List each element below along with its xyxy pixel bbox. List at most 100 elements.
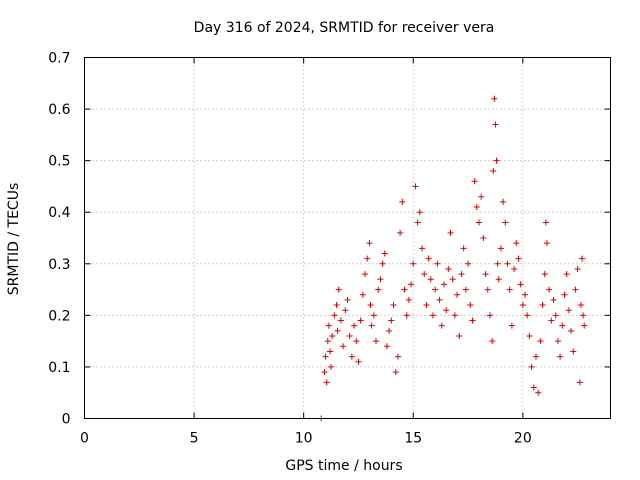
data-point	[500, 198, 507, 205]
data-point	[329, 332, 336, 339]
data-point	[419, 245, 426, 252]
data-point	[486, 312, 493, 319]
data-point	[392, 369, 399, 376]
data-point	[494, 260, 501, 267]
data-point	[323, 379, 330, 386]
data-point	[580, 312, 587, 319]
data-point	[335, 286, 342, 293]
data-point	[515, 255, 522, 262]
data-point	[334, 327, 341, 334]
data-point	[367, 302, 374, 309]
data-point	[526, 332, 533, 339]
data-point	[377, 276, 384, 283]
data-point	[480, 235, 487, 241]
data-point	[325, 322, 332, 329]
data-point	[528, 363, 535, 370]
data-point	[467, 302, 474, 309]
data-point	[403, 312, 410, 319]
data-point	[348, 353, 355, 360]
data-point	[357, 317, 364, 324]
data-point	[554, 338, 561, 345]
data-point	[388, 317, 395, 324]
data-point	[559, 322, 566, 329]
data-point	[513, 240, 520, 247]
data-point	[324, 338, 331, 345]
data-point	[364, 255, 371, 262]
plot-frame	[84, 57, 611, 419]
data-point	[432, 286, 439, 293]
data-point	[412, 183, 419, 190]
y-tick-label: 0.7	[48, 51, 70, 67]
data-point	[429, 312, 436, 319]
data-point	[449, 276, 456, 283]
data-point	[497, 245, 504, 252]
data-point	[581, 322, 588, 329]
data-point	[331, 312, 338, 319]
data-point	[572, 286, 579, 293]
data-point	[328, 363, 335, 370]
data-point	[410, 260, 417, 267]
grid-layer	[84, 57, 611, 419]
data-point	[577, 302, 584, 309]
data-point	[543, 240, 550, 247]
data-point	[563, 271, 570, 278]
data-point	[473, 204, 480, 211]
x-tick-label: 5	[190, 431, 199, 447]
chart-title: Day 316 of 2024, SRMTID for receiver ver…	[194, 20, 495, 36]
y-tick-label: 0.4	[48, 205, 70, 221]
data-point	[469, 317, 476, 324]
y-axis-label: SRMTID / TECUs	[6, 183, 22, 296]
data-point	[379, 260, 386, 267]
x-tick-label: 0	[80, 431, 89, 447]
data-point	[541, 271, 548, 278]
data-point	[390, 302, 397, 309]
data-point	[535, 389, 542, 396]
data-point	[337, 317, 344, 324]
data-point	[546, 286, 553, 293]
data-point	[508, 322, 515, 329]
data-point	[346, 332, 353, 339]
data-point	[322, 353, 329, 360]
data-point	[394, 353, 401, 360]
data-point	[506, 286, 513, 293]
data-point	[537, 338, 544, 345]
data-point	[524, 312, 531, 319]
data-point	[368, 322, 375, 329]
data-point	[458, 271, 465, 278]
data-point	[454, 291, 461, 298]
data-point	[511, 265, 518, 272]
data-point	[421, 271, 428, 278]
data-point	[344, 296, 351, 303]
tick-layer: 0 5 10 15 20 0 0.1 0.2 0.3 0.4 0.5 0.6 0.7	[48, 51, 611, 447]
data-point	[489, 338, 496, 345]
data-point	[532, 353, 539, 360]
data-point	[436, 296, 443, 303]
data-point	[495, 276, 502, 283]
data-point	[423, 302, 430, 309]
data-point	[462, 286, 469, 293]
data-point	[351, 322, 358, 329]
y-tick-label: 0	[62, 412, 71, 428]
data-point	[340, 343, 347, 350]
data-point	[493, 157, 500, 164]
data-point	[427, 276, 434, 283]
data-point	[491, 95, 498, 102]
data-point	[502, 219, 509, 226]
data-point	[471, 178, 478, 185]
data-point	[504, 260, 511, 267]
data-point	[440, 281, 447, 288]
data-point	[565, 307, 572, 314]
data-point	[353, 338, 360, 345]
data-point	[570, 348, 577, 355]
data-point	[355, 358, 362, 365]
data-point	[434, 260, 441, 267]
data-point	[568, 327, 575, 334]
data-point	[414, 219, 421, 226]
data-point	[484, 286, 491, 293]
data-point	[476, 219, 482, 226]
data-point	[576, 379, 583, 386]
data-point	[522, 291, 529, 298]
x-axis-label: GPS time / hours	[285, 458, 402, 474]
data-point	[359, 291, 366, 298]
